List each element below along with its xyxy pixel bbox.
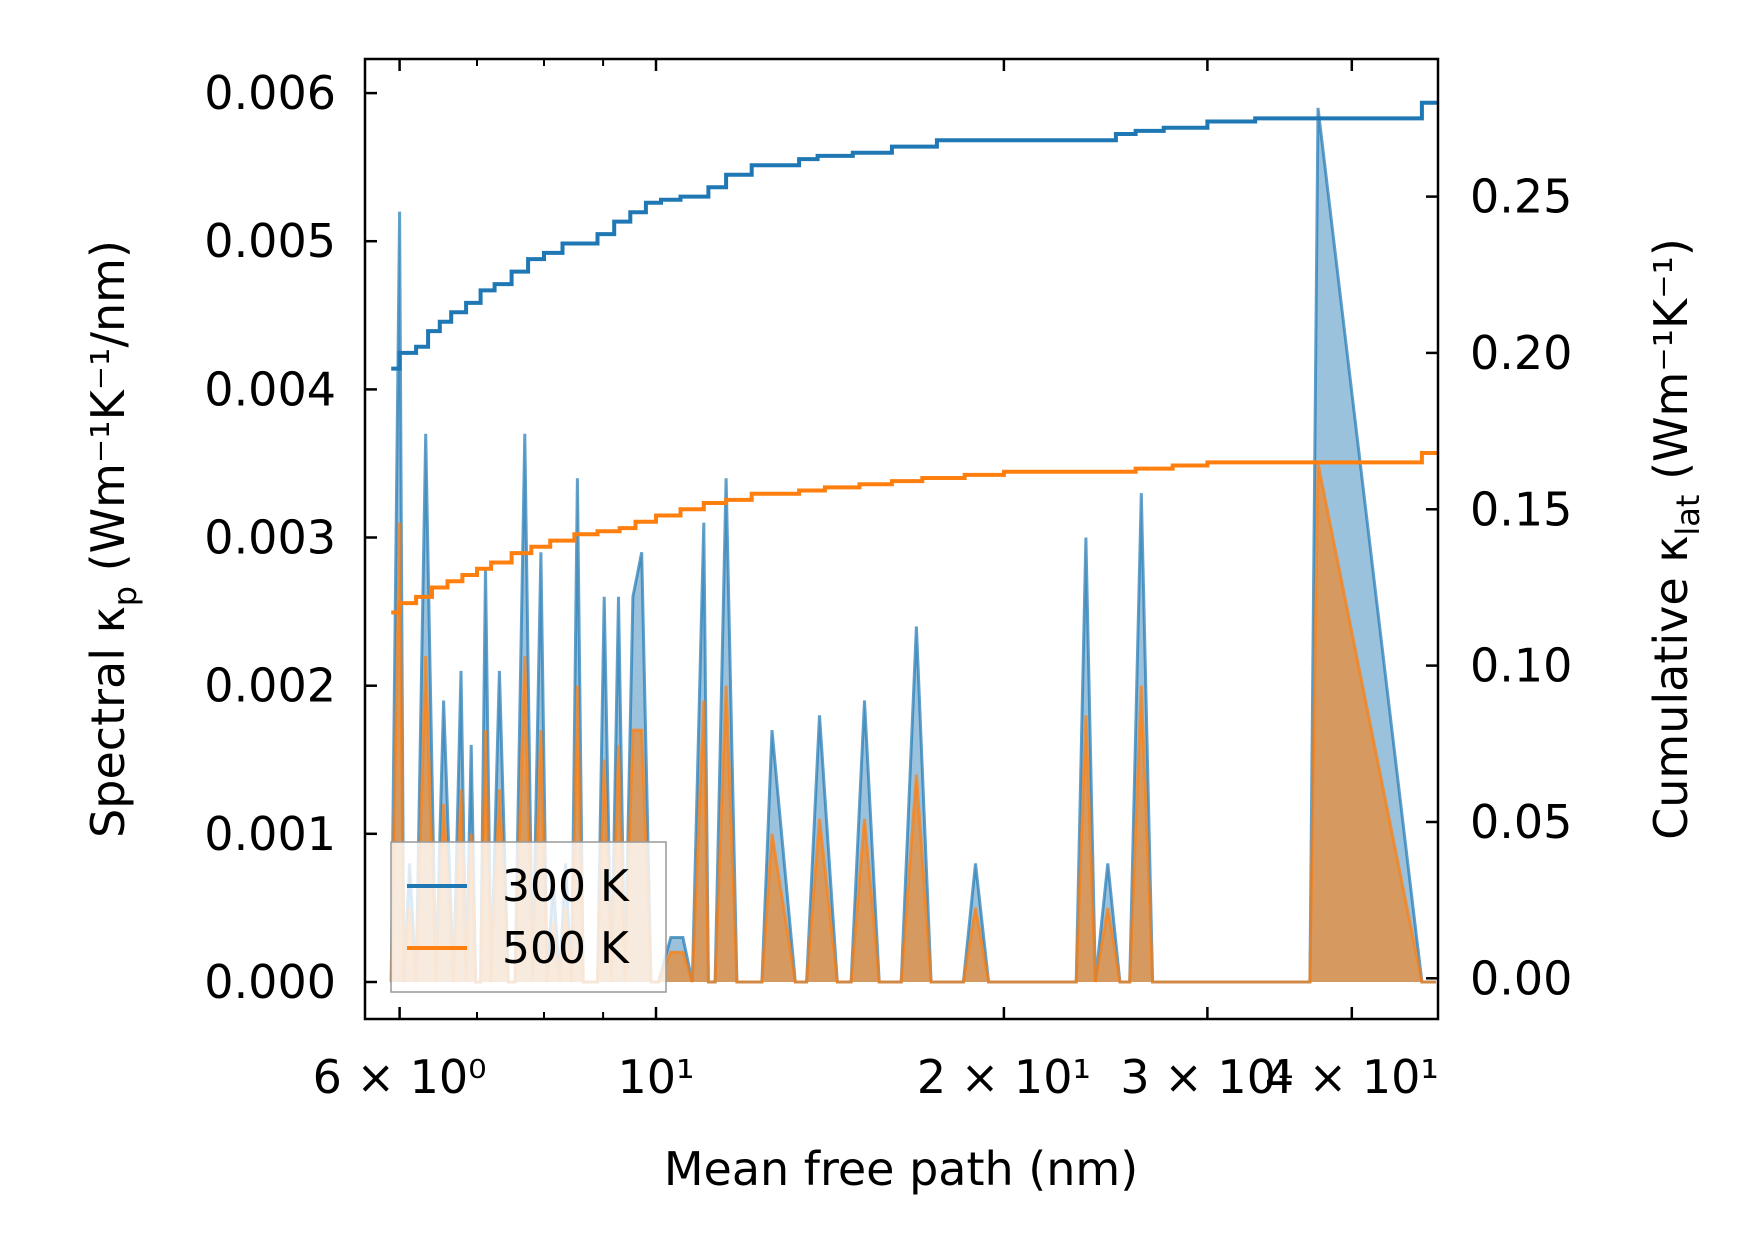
right-y-tick-label: 0.00 [1470, 951, 1572, 1005]
right-y-axis-label-unit: (Wm⁻¹K⁻¹) [1644, 238, 1698, 494]
cumulative-line-500K [391, 451, 1438, 615]
left-y-tick-label: 0.006 [204, 66, 336, 120]
x-axis-label: Mean free path (nm) [664, 1142, 1138, 1196]
x-tick-label: 2 × 10¹ [917, 1050, 1091, 1104]
right-y-axis-ticks: 0.00 0.05 0.10 0.15 0.20 0.25 [1426, 170, 1572, 1005]
cumulative-line-300K [391, 100, 1438, 371]
left-y-tick-label: 0.000 [204, 955, 336, 1009]
legend: 300 K 500 K [390, 841, 667, 993]
left-y-tick-label: 0.001 [204, 807, 336, 861]
right-y-axis-label-subscript: lat [1669, 495, 1707, 536]
right-y-tick-label: 0.15 [1470, 482, 1572, 536]
left-y-axis-label-subscript: p [106, 586, 144, 606]
left-y-axis-label-unit: (Wm⁻¹K⁻¹/nm) [81, 240, 135, 586]
legend-label-300K: 300 K [502, 861, 630, 912]
right-y-axis-label-main: Cumulative κ [1644, 536, 1698, 840]
left-y-tick-label: 0.002 [204, 659, 336, 713]
x-tick-label: 6 × 10⁰ [313, 1050, 487, 1104]
left-y-axis-ticks: 0.000 0.001 0.002 0.003 0.004 0.005 0.006 [204, 66, 377, 1009]
plot-frame [363, 57, 1440, 1021]
legend-box [390, 841, 667, 993]
right-y-axis-label: Cumulative κlat (Wm⁻¹K⁻¹) [1644, 238, 1707, 840]
right-y-tick-label: 0.20 [1470, 326, 1572, 380]
left-y-tick-label: 0.005 [204, 214, 336, 268]
right-y-tick-label: 0.25 [1470, 170, 1572, 224]
spectral-line-300K [389, 107, 1436, 984]
left-y-tick-label: 0.004 [204, 362, 336, 416]
spectral-line-500K [389, 463, 1436, 984]
left-y-axis-label: Spectral κp (Wm⁻¹K⁻¹/nm) [81, 240, 144, 838]
left-y-tick-label: 0.003 [204, 511, 336, 565]
right-y-tick-label: 0.05 [1470, 795, 1572, 849]
data-lines [391, 100, 1438, 615]
legend-label-500K: 500 K [502, 923, 630, 974]
x-tick-label: 3 × 10¹ [1120, 1050, 1294, 1104]
left-y-axis-label-main: Spectral κ [81, 606, 135, 838]
x-tick-label: 4 × 10¹ [1265, 1050, 1439, 1104]
x-tick-label: 10¹ [618, 1050, 695, 1104]
right-y-tick-label: 0.10 [1470, 639, 1572, 693]
